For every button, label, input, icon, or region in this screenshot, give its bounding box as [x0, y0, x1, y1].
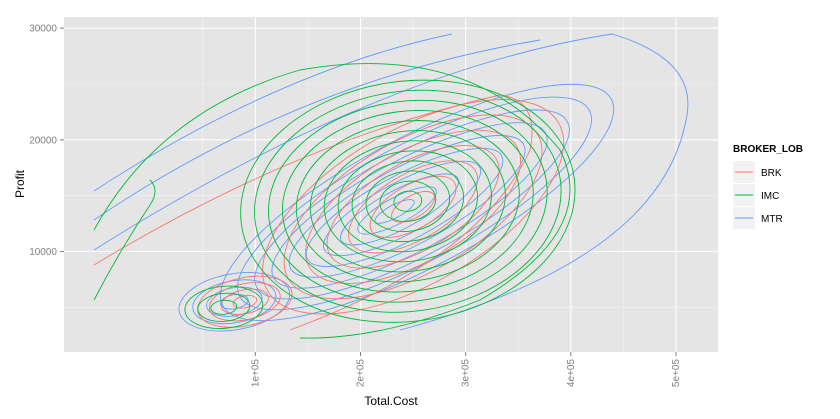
y-axis-title: Profit — [13, 169, 27, 198]
contour-mtr — [93, 33, 689, 331]
contour-imc — [210, 299, 238, 315]
legend-label-brk: BRK — [761, 168, 782, 179]
contour-mtr — [237, 96, 592, 311]
contour-imc — [197, 292, 251, 322]
x-tick-label: 4e+05 — [566, 359, 577, 388]
contour-imc — [365, 170, 451, 232]
contour-imc — [295, 120, 520, 283]
legend: BROKER_LOB BRK IMC MTR — [733, 144, 803, 229]
contour-imc — [93, 63, 571, 339]
contour-mtr — [219, 83, 615, 322]
y-tick-label: 20000 — [29, 135, 57, 146]
minor-gridlines — [64, 17, 718, 352]
legend-label-imc: IMC — [761, 191, 779, 202]
contour-imc — [240, 79, 576, 323]
contour-imc — [309, 130, 506, 273]
contour-mtr — [93, 33, 453, 192]
y-tick-label: 10000 — [29, 247, 57, 258]
contour-mtr — [178, 272, 291, 332]
contour-brk — [220, 288, 269, 315]
contour-imc — [254, 89, 562, 313]
x-tick-label: 1e+05 — [250, 359, 261, 388]
contour-brk — [262, 99, 565, 315]
contour-imc — [379, 180, 437, 222]
contour-imc — [93, 179, 156, 301]
y-tick-label: 30000 — [29, 24, 57, 35]
contour-imc — [281, 109, 534, 293]
y-axis-ticks: 10000 20000 30000 — [29, 24, 64, 258]
contour-imc — [268, 99, 548, 303]
contour-brk — [197, 275, 293, 328]
contour-mtr — [93, 39, 541, 221]
legend-title: BROKER_LOB — [733, 144, 803, 155]
contour-mtr — [374, 199, 415, 224]
contour-imc — [393, 190, 423, 212]
contour-mtr — [220, 293, 249, 310]
contour-brk — [232, 294, 258, 309]
contour-brk — [369, 175, 457, 238]
contour-brk — [326, 145, 500, 269]
contour-mtr — [340, 173, 459, 246]
x-axis-title: Total.Cost — [364, 394, 418, 408]
contour-brk — [208, 282, 281, 322]
x-tick-label: 3e+05 — [461, 359, 472, 388]
contour-mtr — [305, 147, 504, 267]
contour-imc — [184, 285, 264, 329]
legend-label-mtr: MTR — [761, 214, 783, 225]
contour-imc — [337, 150, 478, 253]
contour-mtr — [206, 286, 263, 317]
contour-imc — [351, 160, 465, 243]
contour-brk — [348, 160, 479, 254]
contour-lines — [93, 33, 689, 339]
contour-imc — [323, 140, 492, 263]
contour-mtr — [288, 135, 526, 278]
x-tick-label: 5e+05 — [671, 359, 682, 388]
x-tick-label: 2e+05 — [356, 359, 367, 388]
x-axis-ticks: 1e+05 2e+05 3e+05 4e+05 5e+05 — [250, 352, 682, 387]
